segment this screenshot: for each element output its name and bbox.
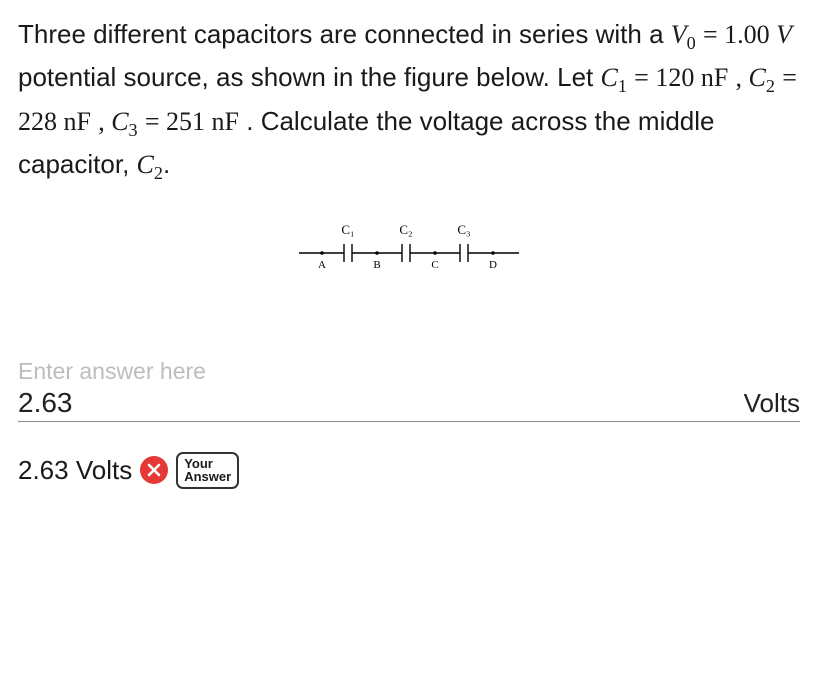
sep2: ,	[98, 107, 111, 136]
circuit-figure: C₁ C₂ C₃ A B C D	[18, 218, 800, 278]
label-C2: C₂	[399, 222, 412, 237]
period: .	[163, 149, 170, 179]
your-answer-badge: Your Answer	[176, 452, 239, 489]
label-C1: C₁	[341, 222, 354, 237]
after-v0: potential source, as shown in the figure…	[18, 62, 600, 92]
eq3: =	[145, 107, 166, 136]
v-unit: V	[776, 20, 792, 49]
previous-answer-row: 2.63 Volts Your Answer	[18, 452, 800, 489]
sym-C3: C	[111, 107, 128, 136]
question-text: Three different capacitors are connected…	[18, 14, 800, 188]
answer-placeholder: Enter answer here	[18, 358, 800, 385]
q-intro: Three different capacitors are connected…	[18, 19, 671, 49]
label-C3: C₃	[457, 222, 470, 237]
node-A: A	[318, 259, 326, 271]
answer-input[interactable]	[18, 387, 730, 419]
previous-answer-value: 2.63 Volts	[18, 455, 132, 486]
unit-label: Volts	[738, 388, 800, 419]
sub-1: 1	[618, 77, 627, 97]
c3-val: 251 nF	[166, 107, 239, 136]
node-C: C	[431, 259, 438, 271]
node-D: D	[489, 259, 497, 271]
node-B: B	[373, 259, 380, 271]
sep1: ,	[736, 63, 749, 92]
c1-val: 120 nF	[655, 63, 728, 92]
sub-3: 3	[129, 120, 138, 140]
answer-area: Enter answer here Volts 2.63 Volts Your …	[18, 358, 800, 489]
sym-V: V	[671, 20, 687, 49]
sub-2: 2	[766, 77, 775, 97]
your-answer-line2: Answer	[184, 469, 231, 484]
sym-C2: C	[749, 63, 766, 92]
sym-C2b: C	[137, 150, 154, 179]
circuit-svg: C₁ C₂ C₃ A B C D	[294, 218, 524, 278]
eq2: =	[782, 63, 797, 92]
sym-C1: C	[600, 63, 617, 92]
sub-0: 0	[687, 33, 696, 53]
c2-val: 228 nF	[18, 107, 91, 136]
sub-2b: 2	[154, 163, 163, 183]
eq: =	[703, 20, 724, 49]
eq1: =	[634, 63, 655, 92]
wrong-icon	[140, 456, 168, 484]
v0-val: 1.00	[724, 20, 776, 49]
answer-input-row: Volts	[18, 387, 800, 422]
